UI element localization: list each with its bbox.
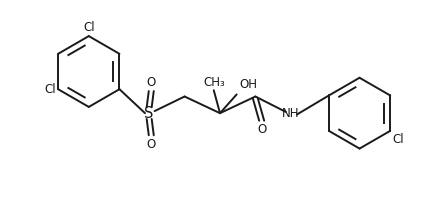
Text: S: S [144,106,154,121]
Text: Cl: Cl [392,133,404,146]
Text: NH: NH [282,107,300,120]
Text: OH: OH [239,78,257,91]
Text: O: O [257,123,266,136]
Text: CH₃: CH₃ [203,76,225,89]
Text: O: O [147,138,156,151]
Text: Cl: Cl [44,83,55,96]
Text: Cl: Cl [83,21,95,34]
Text: O: O [147,76,156,89]
